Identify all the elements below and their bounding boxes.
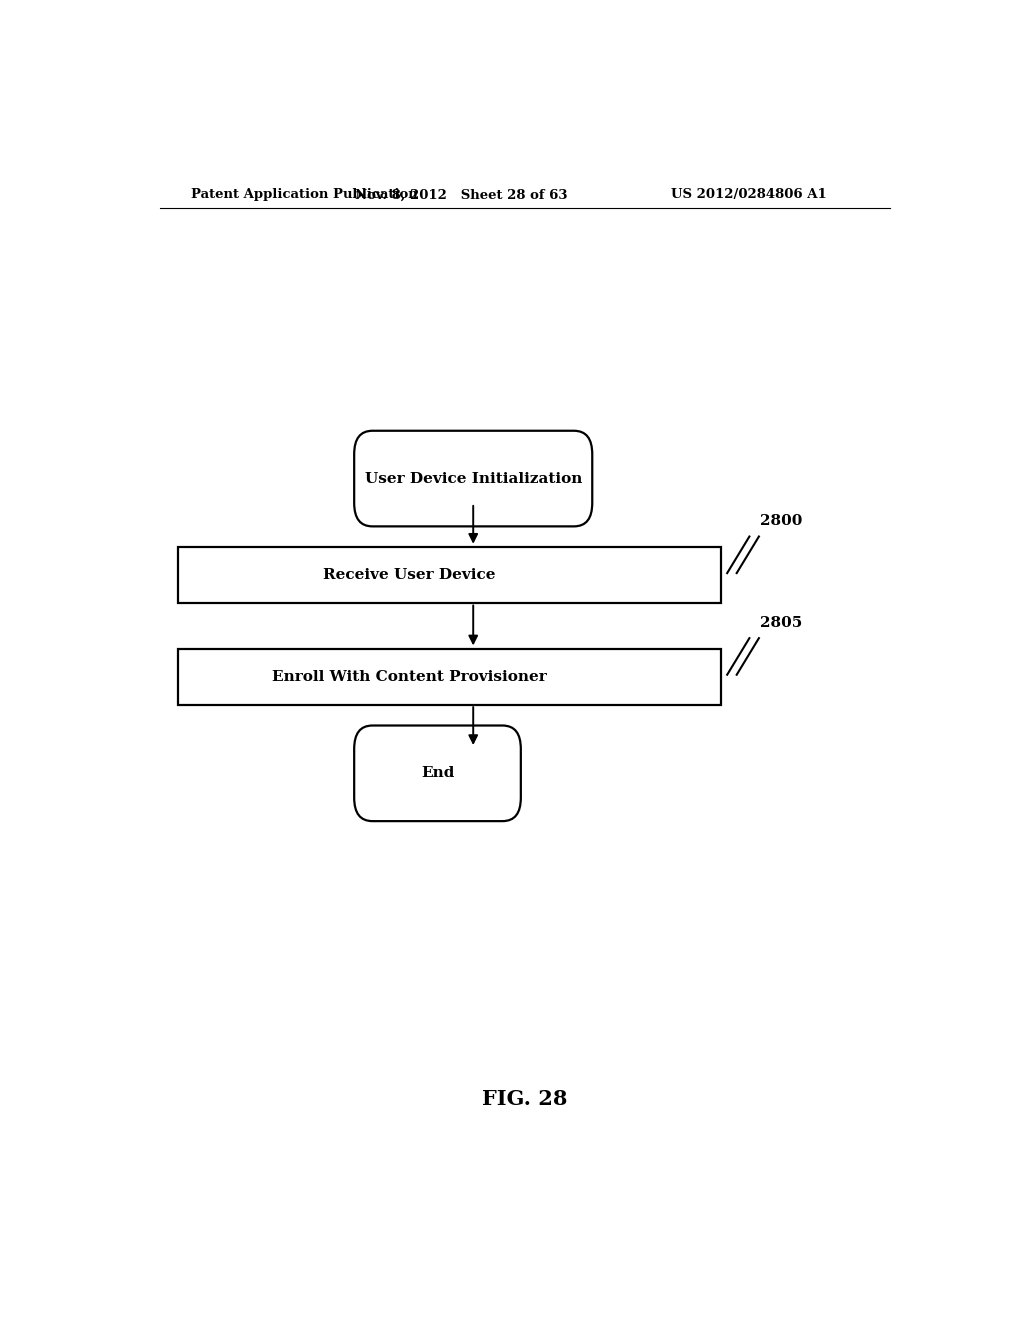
- FancyBboxPatch shape: [354, 430, 592, 527]
- Text: US 2012/0284806 A1: US 2012/0284806 A1: [671, 189, 826, 202]
- Text: Enroll With Content Provisioner: Enroll With Content Provisioner: [272, 669, 547, 684]
- Text: 2805: 2805: [761, 616, 803, 630]
- Bar: [177, 548, 721, 603]
- Text: Receive User Device: Receive User Device: [324, 568, 496, 582]
- Text: 2800: 2800: [761, 515, 803, 528]
- Text: FIG. 28: FIG. 28: [482, 1089, 567, 1109]
- FancyBboxPatch shape: [354, 726, 521, 821]
- Text: Patent Application Publication: Patent Application Publication: [191, 189, 418, 202]
- Text: End: End: [421, 767, 455, 780]
- Text: Nov. 8, 2012   Sheet 28 of 63: Nov. 8, 2012 Sheet 28 of 63: [355, 189, 567, 202]
- Bar: [177, 649, 721, 705]
- Text: User Device Initialization: User Device Initialization: [365, 471, 582, 486]
